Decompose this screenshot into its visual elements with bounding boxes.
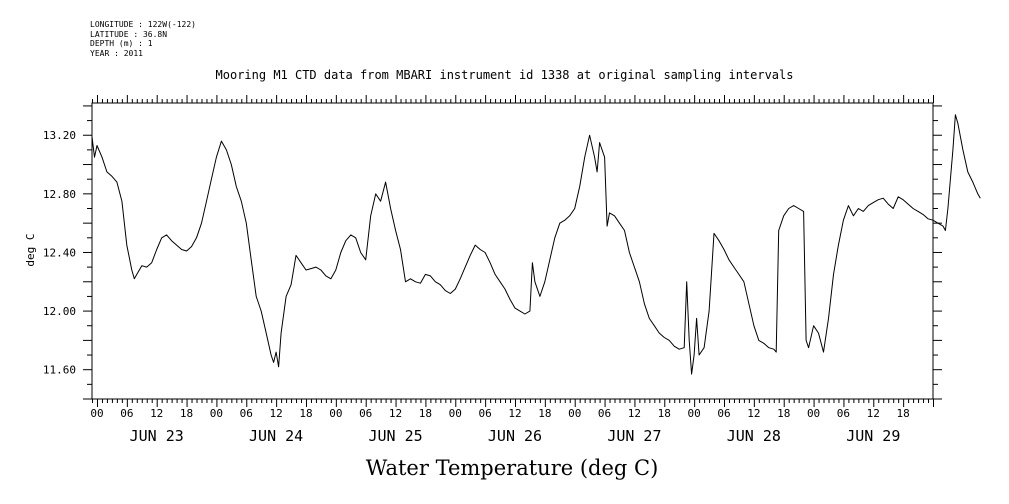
y-axis-label: deg C [24,233,37,266]
x-tick-label: 18 [299,407,312,420]
x-tick-label: 00 [210,407,223,420]
y-tick-label: 12.40 [43,246,76,259]
year-label: YEAR : 2011 [90,48,143,58]
x-tick-label: 12 [389,407,402,420]
y-tick-label: 12.80 [43,188,76,201]
chart-title: Mooring M1 CTD data from MBARI instrumen… [215,68,794,82]
x-tick-label: 12 [747,407,760,420]
longitude-label: LONGITUDE : 122W(-122) [90,20,196,29]
x-tick-label: 12 [269,407,282,420]
line-layer [91,114,981,375]
plot-frame [91,102,934,400]
x-axis-label: Water Temperature (deg C) [366,456,659,480]
y-tick-label: 11.60 [43,364,76,377]
x-tick-label: 12 [508,407,521,420]
depth-label: DEPTH (m) : 1 [90,39,153,48]
x-tick-label: 18 [777,407,790,420]
x-tick-label: 18 [658,407,671,420]
x-tick-label: 12 [867,407,880,420]
axes-layer: 00 06 12 18 00 06 12 18 00 06 12 18 00 06 12 18 00 06 12 18… [43,95,942,445]
x-tick-label: 00 [568,407,581,420]
metadata-block: LONGITUDE : 122W(-122) LATITUDE : 36.8N … [90,20,196,58]
x-tick-label: 06 [717,407,730,420]
x-tick-label: 12 [150,407,163,420]
x-tick-label: 12 [628,407,641,420]
latitude-label: LATITUDE : 36.8N [90,29,168,39]
x-tick-label: 06 [479,407,492,420]
x-tick-label: 00 [688,407,701,420]
x-tick-label: 00 [329,407,342,420]
x-tick-label: 18 [180,407,193,420]
x-day-label: JUN 23 [130,427,184,445]
x-day-label: JUN 26 [488,427,542,445]
x-tick-label: 00 [807,407,820,420]
x-day-label: JUN 27 [607,427,661,445]
x-day-label: JUN 29 [846,427,900,445]
x-tick-label: 18 [538,407,551,420]
x-day-label: JUN 24 [249,427,303,445]
x-tick-label: 00 [90,407,103,420]
x-tick-label: 06 [240,407,253,420]
y-tick-label: 13.20 [43,129,76,142]
x-tick-label: 06 [120,407,133,420]
temperature-series-line [91,114,981,375]
x-tick-label: 00 [449,407,462,420]
x-tick-label: 06 [598,407,611,420]
x-day-label: JUN 28 [727,427,781,445]
x-tick-label: 18 [897,407,910,420]
x-tick-label: 06 [837,407,850,420]
y-tick-label: 12.00 [43,305,76,318]
x-day-label: JUN 25 [368,427,422,445]
x-tick-label: 06 [359,407,372,420]
x-tick-label: 18 [419,407,432,420]
